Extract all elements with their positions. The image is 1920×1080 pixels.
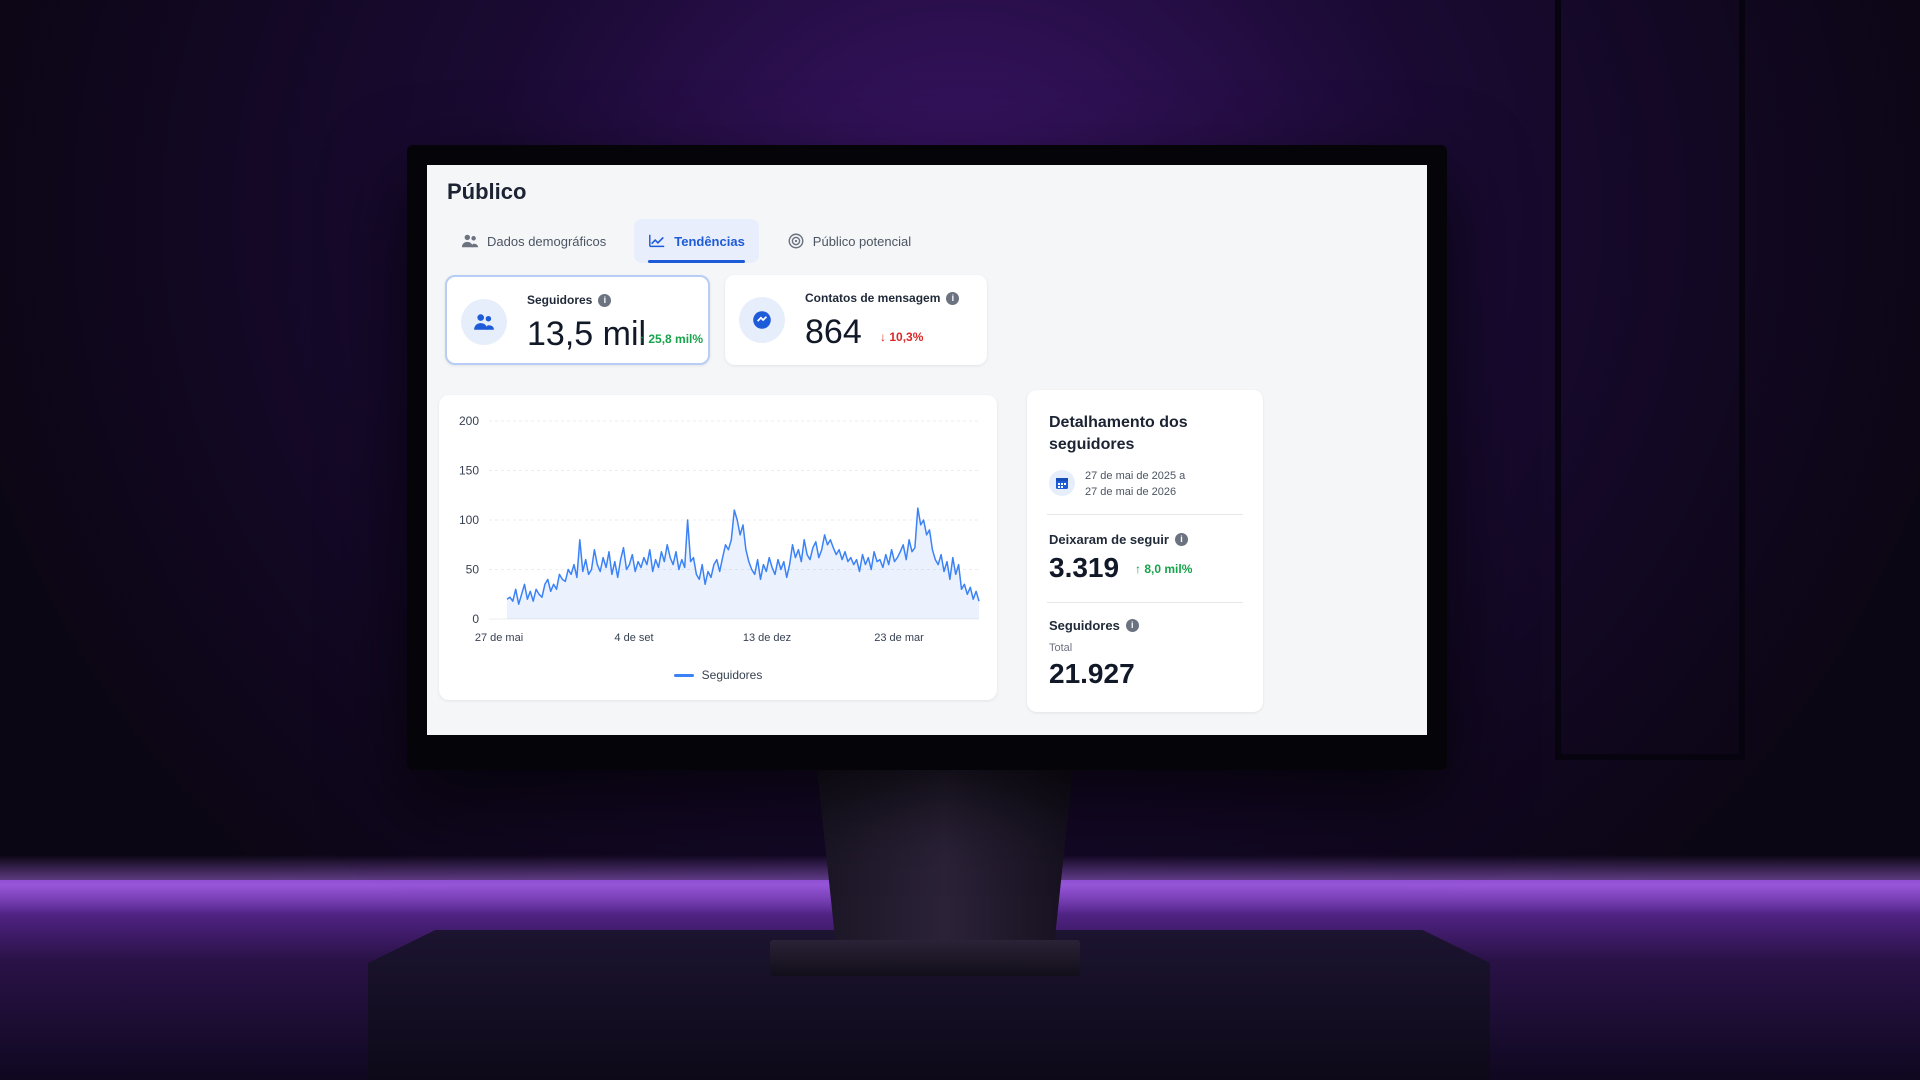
legend-label: Seguidores (701, 668, 763, 682)
tab-label: Tendências (674, 233, 745, 249)
arrow-down-icon: ↓ (880, 330, 886, 344)
info-icon[interactable]: i (946, 291, 960, 305)
divider (1047, 514, 1243, 515)
unfollowed-delta-text: 8,0 mil% (1144, 562, 1193, 576)
legend-swatch (673, 674, 694, 678)
y-tick-label: 50 (466, 563, 480, 577)
followers-line-chart: 0 50 100 150 200 27 de mai 4 de set 13 de dez 23… (459, 414, 980, 644)
y-tick-label: 150 (459, 464, 479, 478)
metric-delta: ↓ 10,3% (880, 330, 923, 344)
metric-value: 13,5 mil (527, 315, 647, 353)
date-range-start: 27 de mai de 2025 a (1085, 470, 1186, 482)
date-range-end: 27 de mai de 2026 (1085, 486, 1177, 498)
screen: Público Dados demográficos Tendências (427, 165, 1427, 735)
total-followers-label-text: Seguidores (1049, 618, 1120, 633)
arrow-up-icon: ↑ (1135, 562, 1141, 576)
info-icon[interactable]: i (598, 293, 612, 307)
metric-label-text: Contatos de mensagem (805, 291, 941, 305)
x-tick-label: 4 de set (614, 632, 653, 644)
x-tick-label: 27 de mai (475, 632, 523, 644)
tab-potential-audience[interactable]: Público potencial (773, 219, 925, 263)
tab-label: Dados demográficos (487, 233, 607, 249)
x-tick-label: 23 de mar (874, 632, 924, 644)
date-range: 27 de mai de 2025 a 27 de mai de 2026 (1085, 468, 1225, 500)
page-title: Público (447, 179, 527, 204)
info-icon[interactable]: i (1125, 619, 1139, 632)
total-followers-value: 21.927 (1049, 658, 1135, 689)
metric-delta-text: 10,3% (889, 330, 924, 344)
tab-label: Público potencial (812, 233, 912, 249)
unfollowed-delta: ↑ 8,0 mil% (1135, 562, 1192, 576)
monitor-stand-base (770, 940, 1080, 976)
y-tick-label: 200 (459, 414, 479, 428)
breakdown-title: Detalhamento dos seguidores (1049, 414, 1188, 453)
chart-legend: Seguidores (439, 668, 997, 682)
y-tick-label: 0 (472, 612, 479, 626)
metric-delta-text: 25,8 mil% (648, 332, 704, 346)
total-followers-label: Seguidores i (1049, 618, 1139, 633)
unfollowed-value: 3.319 (1049, 552, 1120, 583)
background-frame (1555, 0, 1745, 760)
monitor-stand (815, 750, 1075, 945)
target-icon (788, 233, 804, 249)
x-tick-label: 13 de dez (743, 632, 791, 644)
metric-delta: ↑ 25,8 mil% (639, 332, 703, 346)
tab-trends[interactable]: Tendências (634, 219, 759, 263)
info-icon[interactable]: i (1174, 533, 1188, 546)
followers-icon (461, 299, 507, 345)
series-area (507, 508, 979, 619)
y-tick-label: 100 (459, 513, 479, 527)
divider (1047, 602, 1243, 603)
followers-chart-card: 0 50 100 150 200 27 de mai 4 de set 13 de dez 23… (439, 395, 997, 700)
message-contacts-metric-card[interactable]: Contatos de mensagem i 864 ↓ 10,3% (725, 275, 987, 365)
followers-breakdown-card: Detalhamento dos seguidores 27 de mai de… (1027, 390, 1263, 712)
trend-icon (649, 234, 665, 248)
arrow-up-icon: ↑ (639, 332, 645, 346)
calendar-icon (1049, 470, 1075, 496)
metric-value: 864 (805, 313, 862, 351)
series-line (506, 507, 980, 605)
people-icon (461, 234, 479, 248)
tab-bar: Dados demográficos Tendências Público po… (447, 219, 939, 265)
metric-label-text: Seguidores (527, 293, 593, 307)
message-icon (739, 297, 785, 343)
unfollowed-label-text: Deixaram de seguir (1049, 532, 1169, 547)
monitor: Público Dados demográficos Tendências (407, 145, 1447, 770)
unfollowed-label: Deixaram de seguir i (1049, 532, 1188, 547)
metric-label: Seguidores i (527, 293, 612, 307)
followers-metric-card[interactable]: Seguidores i 13,5 mil ↑ 25,8 mil% (445, 275, 710, 365)
tab-demographics[interactable]: Dados demográficos (447, 219, 620, 263)
metric-label: Contatos de mensagem i (805, 291, 960, 305)
total-sublabel: Total (1049, 642, 1073, 654)
